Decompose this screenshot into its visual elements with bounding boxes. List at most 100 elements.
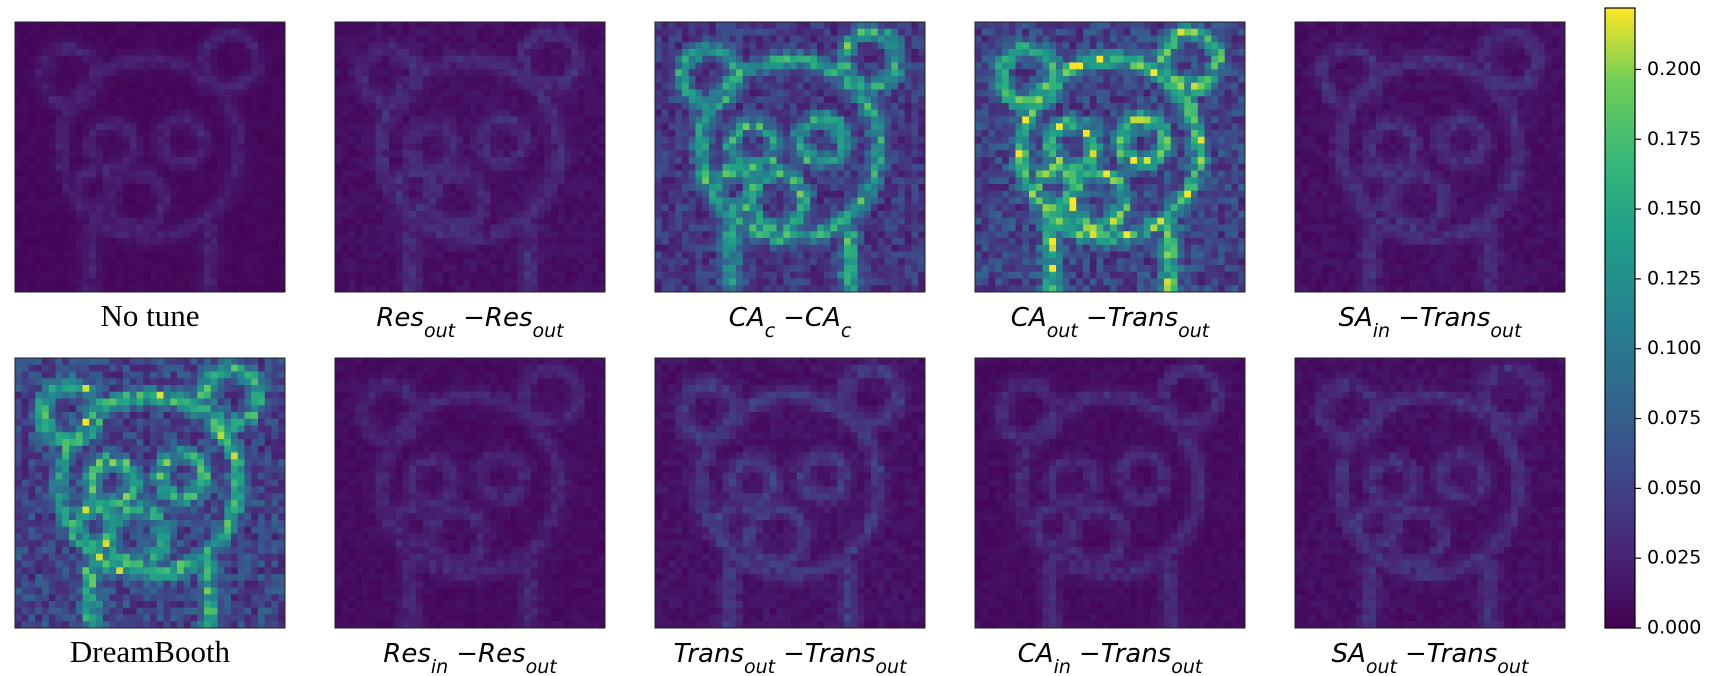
pixel [776, 190, 784, 198]
pixel [722, 170, 730, 178]
pixel [688, 150, 696, 158]
pixel [510, 35, 518, 43]
pixel [837, 116, 845, 124]
pixel [557, 28, 565, 36]
pixel [62, 49, 70, 57]
pixel [416, 258, 424, 266]
pixel [682, 285, 690, 293]
pixel [490, 157, 498, 165]
pixel [436, 116, 444, 124]
pixel [837, 82, 845, 90]
pixel [368, 136, 376, 144]
pixel [443, 82, 451, 90]
pixel [271, 136, 279, 144]
pixel [476, 136, 484, 144]
pixel [129, 55, 137, 63]
pixel [742, 163, 750, 171]
pixel [258, 170, 266, 178]
pixel [409, 123, 417, 131]
pixel [82, 35, 90, 43]
pixel [904, 103, 912, 111]
pixel [35, 76, 43, 84]
pixel [702, 62, 710, 70]
pixel [82, 211, 90, 219]
pixel [736, 62, 744, 70]
pixel [62, 231, 70, 239]
pixel [510, 177, 518, 185]
pixel [884, 211, 892, 219]
pixel [35, 244, 43, 252]
pixel [810, 231, 818, 239]
pixel [15, 204, 23, 212]
pixel [911, 184, 919, 192]
pixel [362, 136, 370, 144]
pixel [409, 285, 417, 293]
pixel [911, 285, 919, 293]
pixel [661, 89, 669, 97]
pixel [776, 177, 784, 185]
pixel [170, 258, 178, 266]
pixel [817, 157, 825, 165]
pixel [382, 197, 390, 205]
pixel [368, 278, 376, 286]
pixel [688, 244, 696, 252]
pixel [476, 163, 484, 171]
pixel [48, 28, 56, 36]
pixel [857, 55, 865, 63]
pixel [258, 217, 266, 225]
pixel [264, 258, 272, 266]
pixel [136, 96, 144, 104]
pixel [422, 285, 430, 293]
pixel [877, 136, 885, 144]
pixel [15, 211, 23, 219]
pixel [163, 184, 171, 192]
pixel [810, 62, 818, 70]
pixel [584, 96, 592, 104]
pixel [490, 116, 498, 124]
pixel [898, 82, 906, 90]
pixel [911, 42, 919, 50]
pixel [490, 217, 498, 225]
pixel [850, 103, 858, 111]
pixel [803, 76, 811, 84]
pixel [355, 184, 363, 192]
pixel [21, 96, 29, 104]
pixel [116, 278, 124, 286]
pixel [150, 204, 158, 212]
pixel [436, 231, 444, 239]
pixel [183, 22, 191, 30]
pixel [803, 55, 811, 63]
pixel [204, 224, 212, 232]
pixel [537, 238, 545, 246]
pixel [210, 184, 218, 192]
pixel [591, 89, 599, 97]
pixel [89, 22, 97, 30]
pixel [190, 258, 198, 266]
pixel [776, 271, 784, 279]
pixel [436, 190, 444, 198]
pixel [341, 177, 349, 185]
pixel [368, 49, 376, 57]
pixel [422, 82, 430, 90]
pixel [715, 62, 723, 70]
pixel [530, 238, 538, 246]
pixel [402, 96, 410, 104]
pixel [163, 204, 171, 212]
pixel [503, 55, 511, 63]
pixel [1211, 42, 1219, 50]
pixel [537, 22, 545, 30]
pixel [335, 42, 343, 50]
pixel [537, 197, 545, 205]
pixel [362, 76, 370, 84]
pixel [21, 130, 29, 138]
pixel [335, 278, 343, 286]
pixel [375, 271, 383, 279]
pixel [898, 265, 906, 273]
pixel [409, 116, 417, 124]
pixel [470, 49, 478, 57]
pixel [69, 55, 77, 63]
pixel [150, 265, 158, 273]
pixel [510, 28, 518, 36]
pixel [1022, 49, 1030, 57]
pixel [21, 285, 29, 293]
